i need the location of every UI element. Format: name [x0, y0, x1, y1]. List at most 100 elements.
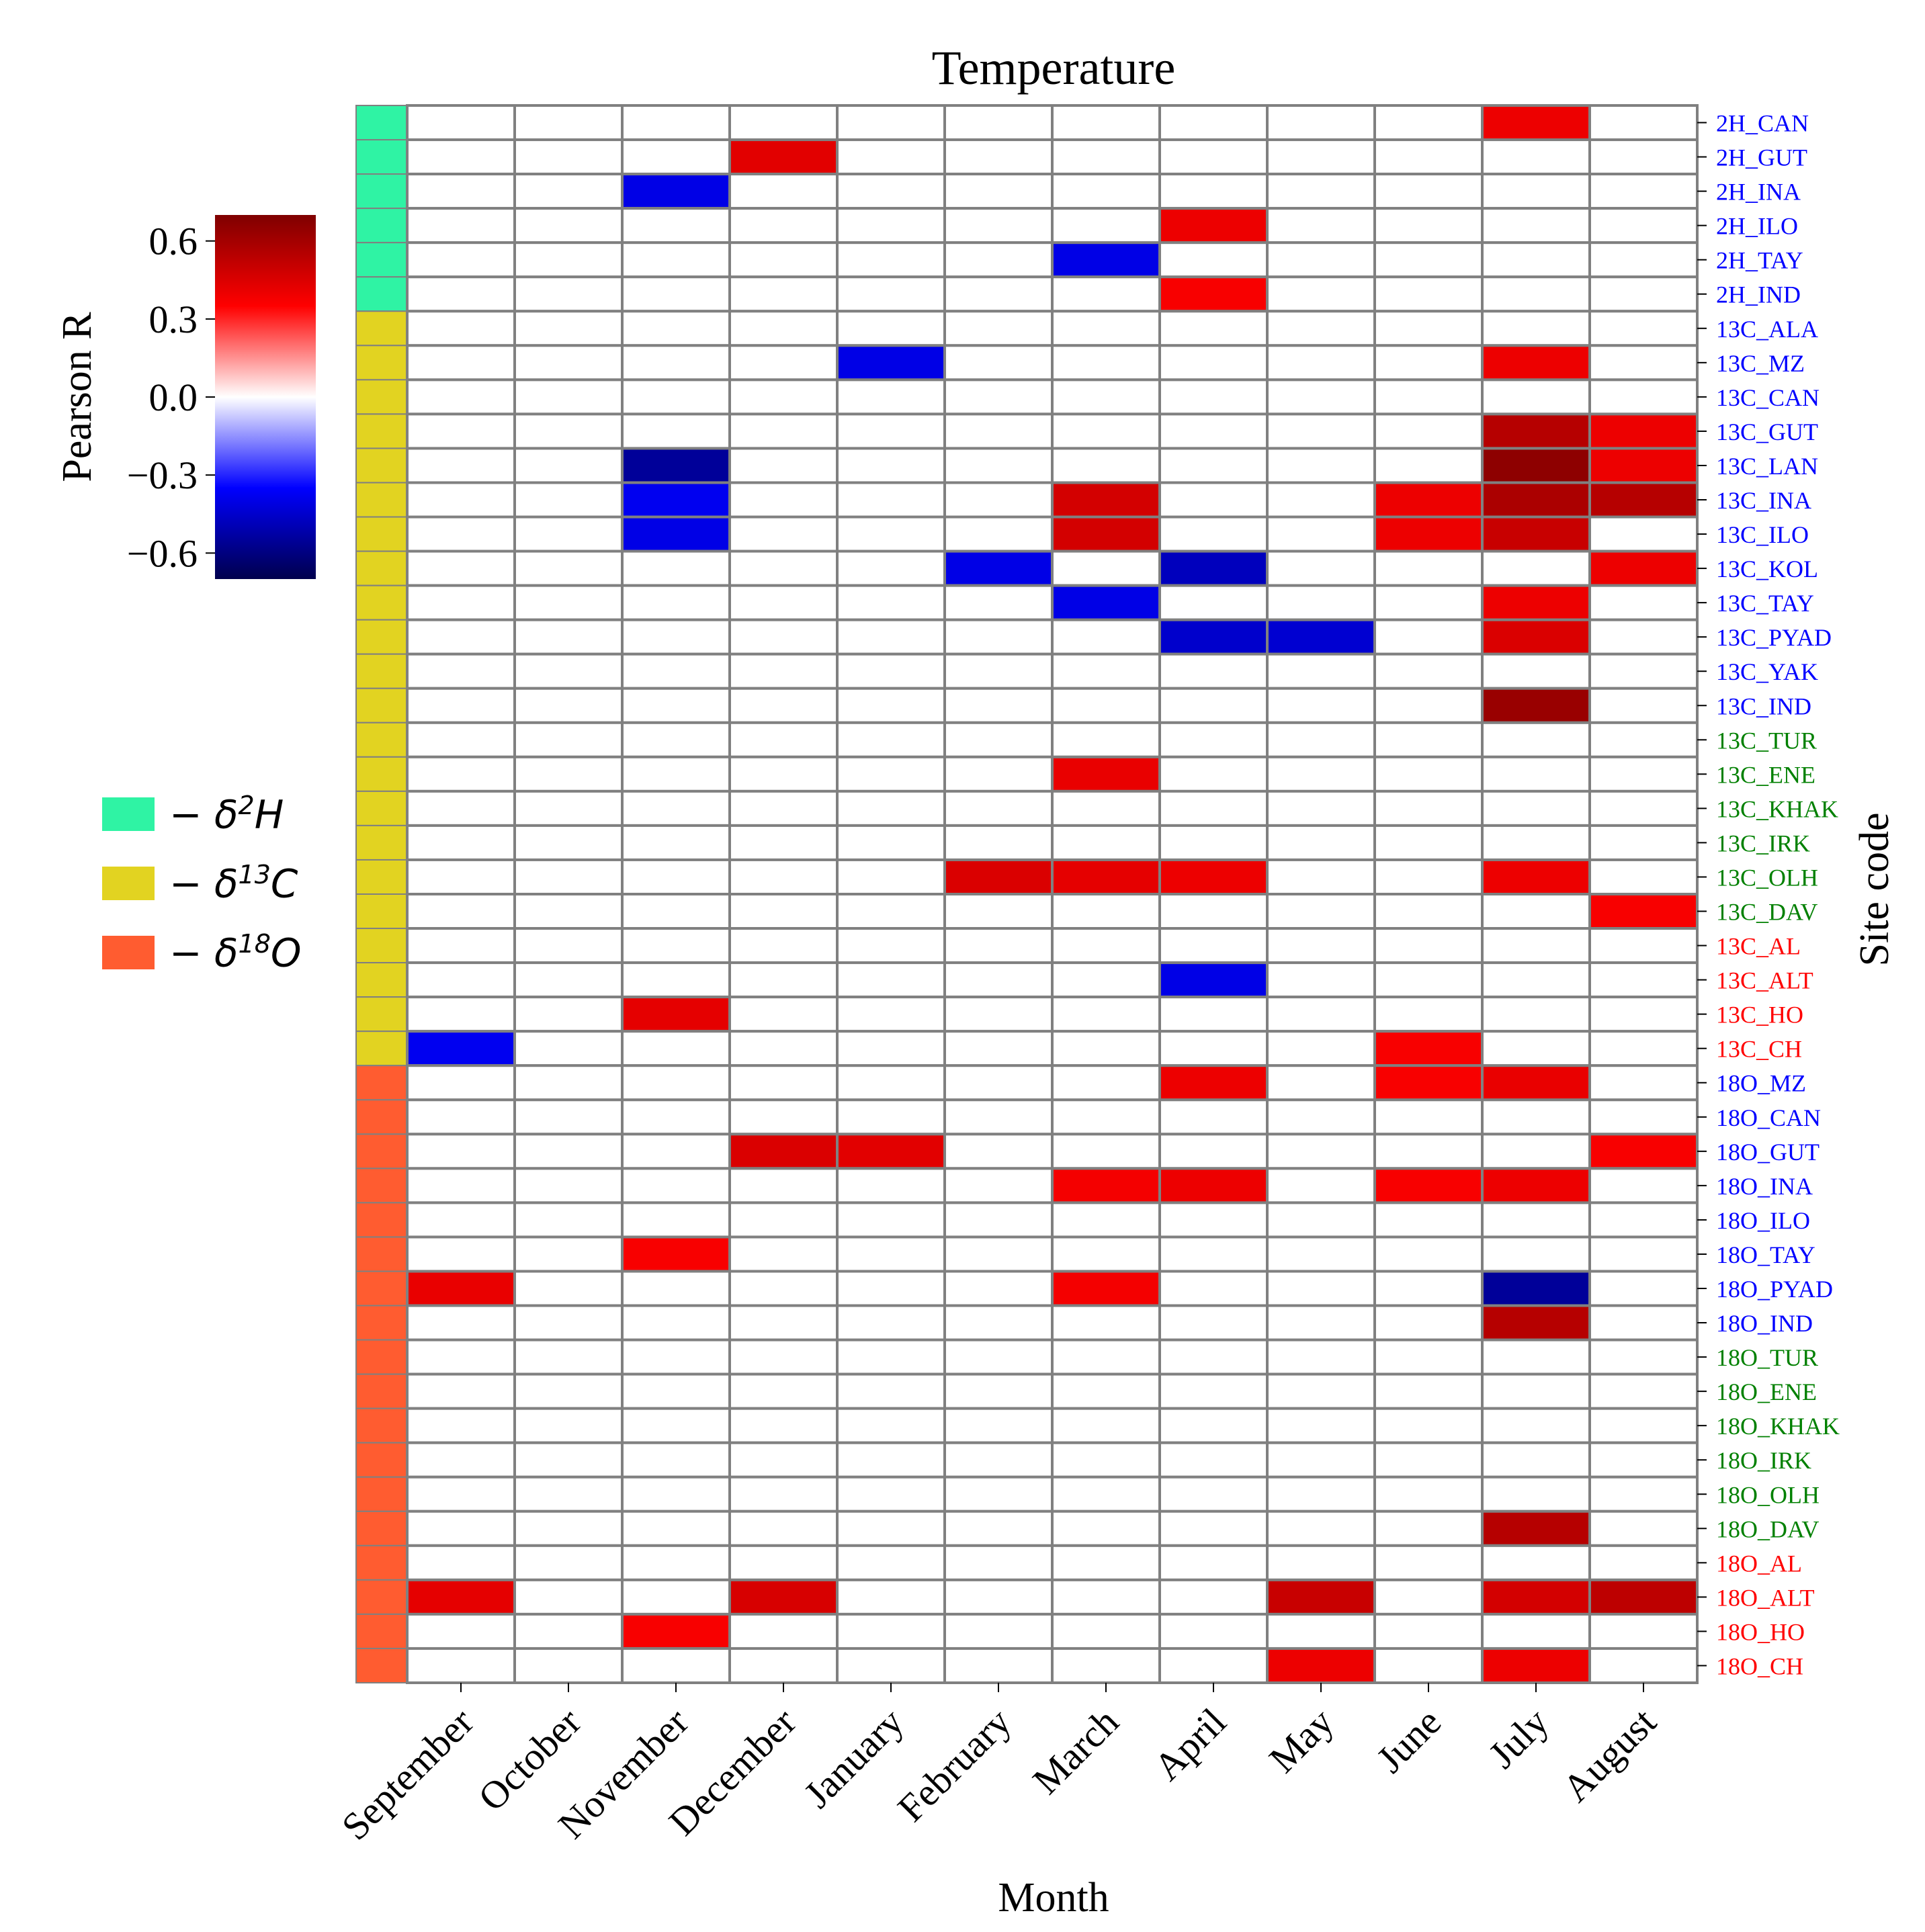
heatmap-cell — [1588, 1270, 1699, 1307]
heatmap-cell — [1373, 1578, 1484, 1616]
heatmap-cell — [621, 1612, 731, 1650]
heatmap-cell — [1158, 1509, 1269, 1547]
heatmap-cell — [1373, 1646, 1484, 1685]
heatmap-cell — [1158, 1133, 1269, 1170]
heatmap-cell — [1481, 1167, 1591, 1204]
heatmap-cell — [513, 412, 624, 450]
heatmap-cell — [1588, 344, 1699, 382]
heatmap-cell — [513, 652, 624, 690]
heatmap-cell — [1588, 1475, 1699, 1513]
heatmap-cell — [406, 1098, 516, 1136]
heatmap-cell — [1158, 412, 1269, 450]
heatmap-cell — [1266, 824, 1376, 861]
heatmap-cell — [1373, 104, 1484, 142]
heatmap-cell — [943, 207, 1054, 245]
heatmap-cell — [406, 550, 516, 587]
heatmap-cell — [1051, 1064, 1161, 1102]
heatmap-cell — [728, 481, 839, 519]
heatmap-cell — [836, 1475, 946, 1513]
heatmap-cell — [621, 481, 731, 519]
heatmap-cell — [728, 755, 839, 793]
heatmap-cell — [1158, 1407, 1269, 1444]
group-strip-cell — [355, 962, 408, 998]
heatmap-cell — [1588, 996, 1699, 1033]
heatmap-cell — [513, 241, 624, 279]
heatmap-cell — [513, 824, 624, 861]
heatmap-cell — [621, 1201, 731, 1239]
heatmap-cell — [1266, 1098, 1376, 1136]
heatmap-cell — [513, 721, 624, 758]
heatmap-cell — [943, 1475, 1054, 1513]
heatmap-cell — [1266, 481, 1376, 519]
site-code-label: 18O_INA — [1716, 1173, 1813, 1200]
group-strip-cell — [355, 1065, 408, 1101]
heatmap-cell — [1051, 824, 1161, 861]
group-strip-cell — [355, 173, 408, 210]
heatmap-cell — [943, 1646, 1054, 1685]
heatmap-cell — [513, 618, 624, 656]
month-labels: SeptemberOctoberNovemberDecemberJanuaryF… — [333, 1683, 1664, 1849]
heatmap-cell — [1481, 927, 1591, 965]
heatmap-cell — [1588, 1646, 1699, 1685]
heatmap-cell — [1373, 687, 1484, 724]
heatmap-cell — [1373, 1544, 1484, 1581]
heatmap-cell — [1481, 618, 1591, 656]
heatmap-cell — [513, 1475, 624, 1513]
heatmap-cell — [1266, 207, 1376, 245]
heatmap-cell — [1373, 173, 1484, 210]
site-code-label: 18O_DAV — [1716, 1516, 1819, 1542]
heatmap-cell — [1373, 138, 1484, 176]
heatmap-cell — [1588, 1235, 1699, 1273]
heatmap-cell — [1588, 275, 1699, 313]
heatmap-cell — [406, 927, 516, 965]
group-strip-cell — [355, 1442, 408, 1478]
heatmap-cell — [943, 1270, 1054, 1307]
site-code-label: 13C_ALA — [1716, 316, 1818, 343]
heatmap-cell — [943, 927, 1054, 965]
heatmap-cell — [1588, 1509, 1699, 1547]
heatmap-cell — [1158, 961, 1269, 999]
site-code-label: 18O_IND — [1716, 1310, 1813, 1337]
heatmap-cell — [1158, 138, 1269, 176]
heatmap-cell — [1588, 447, 1699, 484]
heatmap-cell — [406, 1338, 516, 1376]
heatmap-cell — [1373, 241, 1484, 279]
heatmap-cell — [728, 824, 839, 861]
heatmap-cell — [728, 1544, 839, 1581]
heatmap-cell — [406, 104, 516, 142]
heatmap-cell — [1373, 755, 1484, 793]
heatmap-cell — [943, 138, 1054, 176]
heatmap-cell — [406, 584, 516, 621]
heatmap-cell — [1373, 1338, 1484, 1376]
heatmap-cell — [513, 1612, 624, 1650]
heatmap-cell — [836, 138, 946, 176]
heatmap-cell — [1373, 584, 1484, 621]
heatmap-cell — [406, 310, 516, 347]
heatmap-cell — [943, 344, 1054, 382]
heatmap-cell — [943, 961, 1054, 999]
heatmap-cell — [728, 1133, 839, 1170]
site-code-label: 18O_CAN — [1716, 1104, 1821, 1131]
heatmap-cell — [1266, 1133, 1376, 1170]
heatmap-cell — [1266, 687, 1376, 724]
heatmap-cell — [406, 1578, 516, 1616]
heatmap-cell — [836, 721, 946, 758]
heatmap-cell — [943, 1030, 1054, 1067]
heatmap-cell — [1588, 687, 1699, 724]
site-code-label: 13C_ALT — [1716, 967, 1813, 994]
heatmap-cell — [1481, 1270, 1591, 1307]
group-strip-cell — [355, 619, 408, 655]
heatmap-cell — [1481, 1509, 1591, 1547]
heatmap-cell — [621, 241, 731, 279]
heatmap-cell — [513, 961, 624, 999]
heatmap-cell — [1051, 378, 1161, 416]
site-code-label: 13C_OLH — [1716, 864, 1818, 891]
heatmap-cell — [1266, 996, 1376, 1033]
heatmap-cell — [943, 1578, 1054, 1616]
heatmap-cell — [1266, 1167, 1376, 1204]
heatmap-cell — [1373, 1372, 1484, 1410]
heatmap-cells — [406, 104, 1699, 1685]
heatmap-cell — [1373, 378, 1484, 416]
heatmap-cell — [1266, 1338, 1376, 1376]
heatmap-cell — [1158, 721, 1269, 758]
